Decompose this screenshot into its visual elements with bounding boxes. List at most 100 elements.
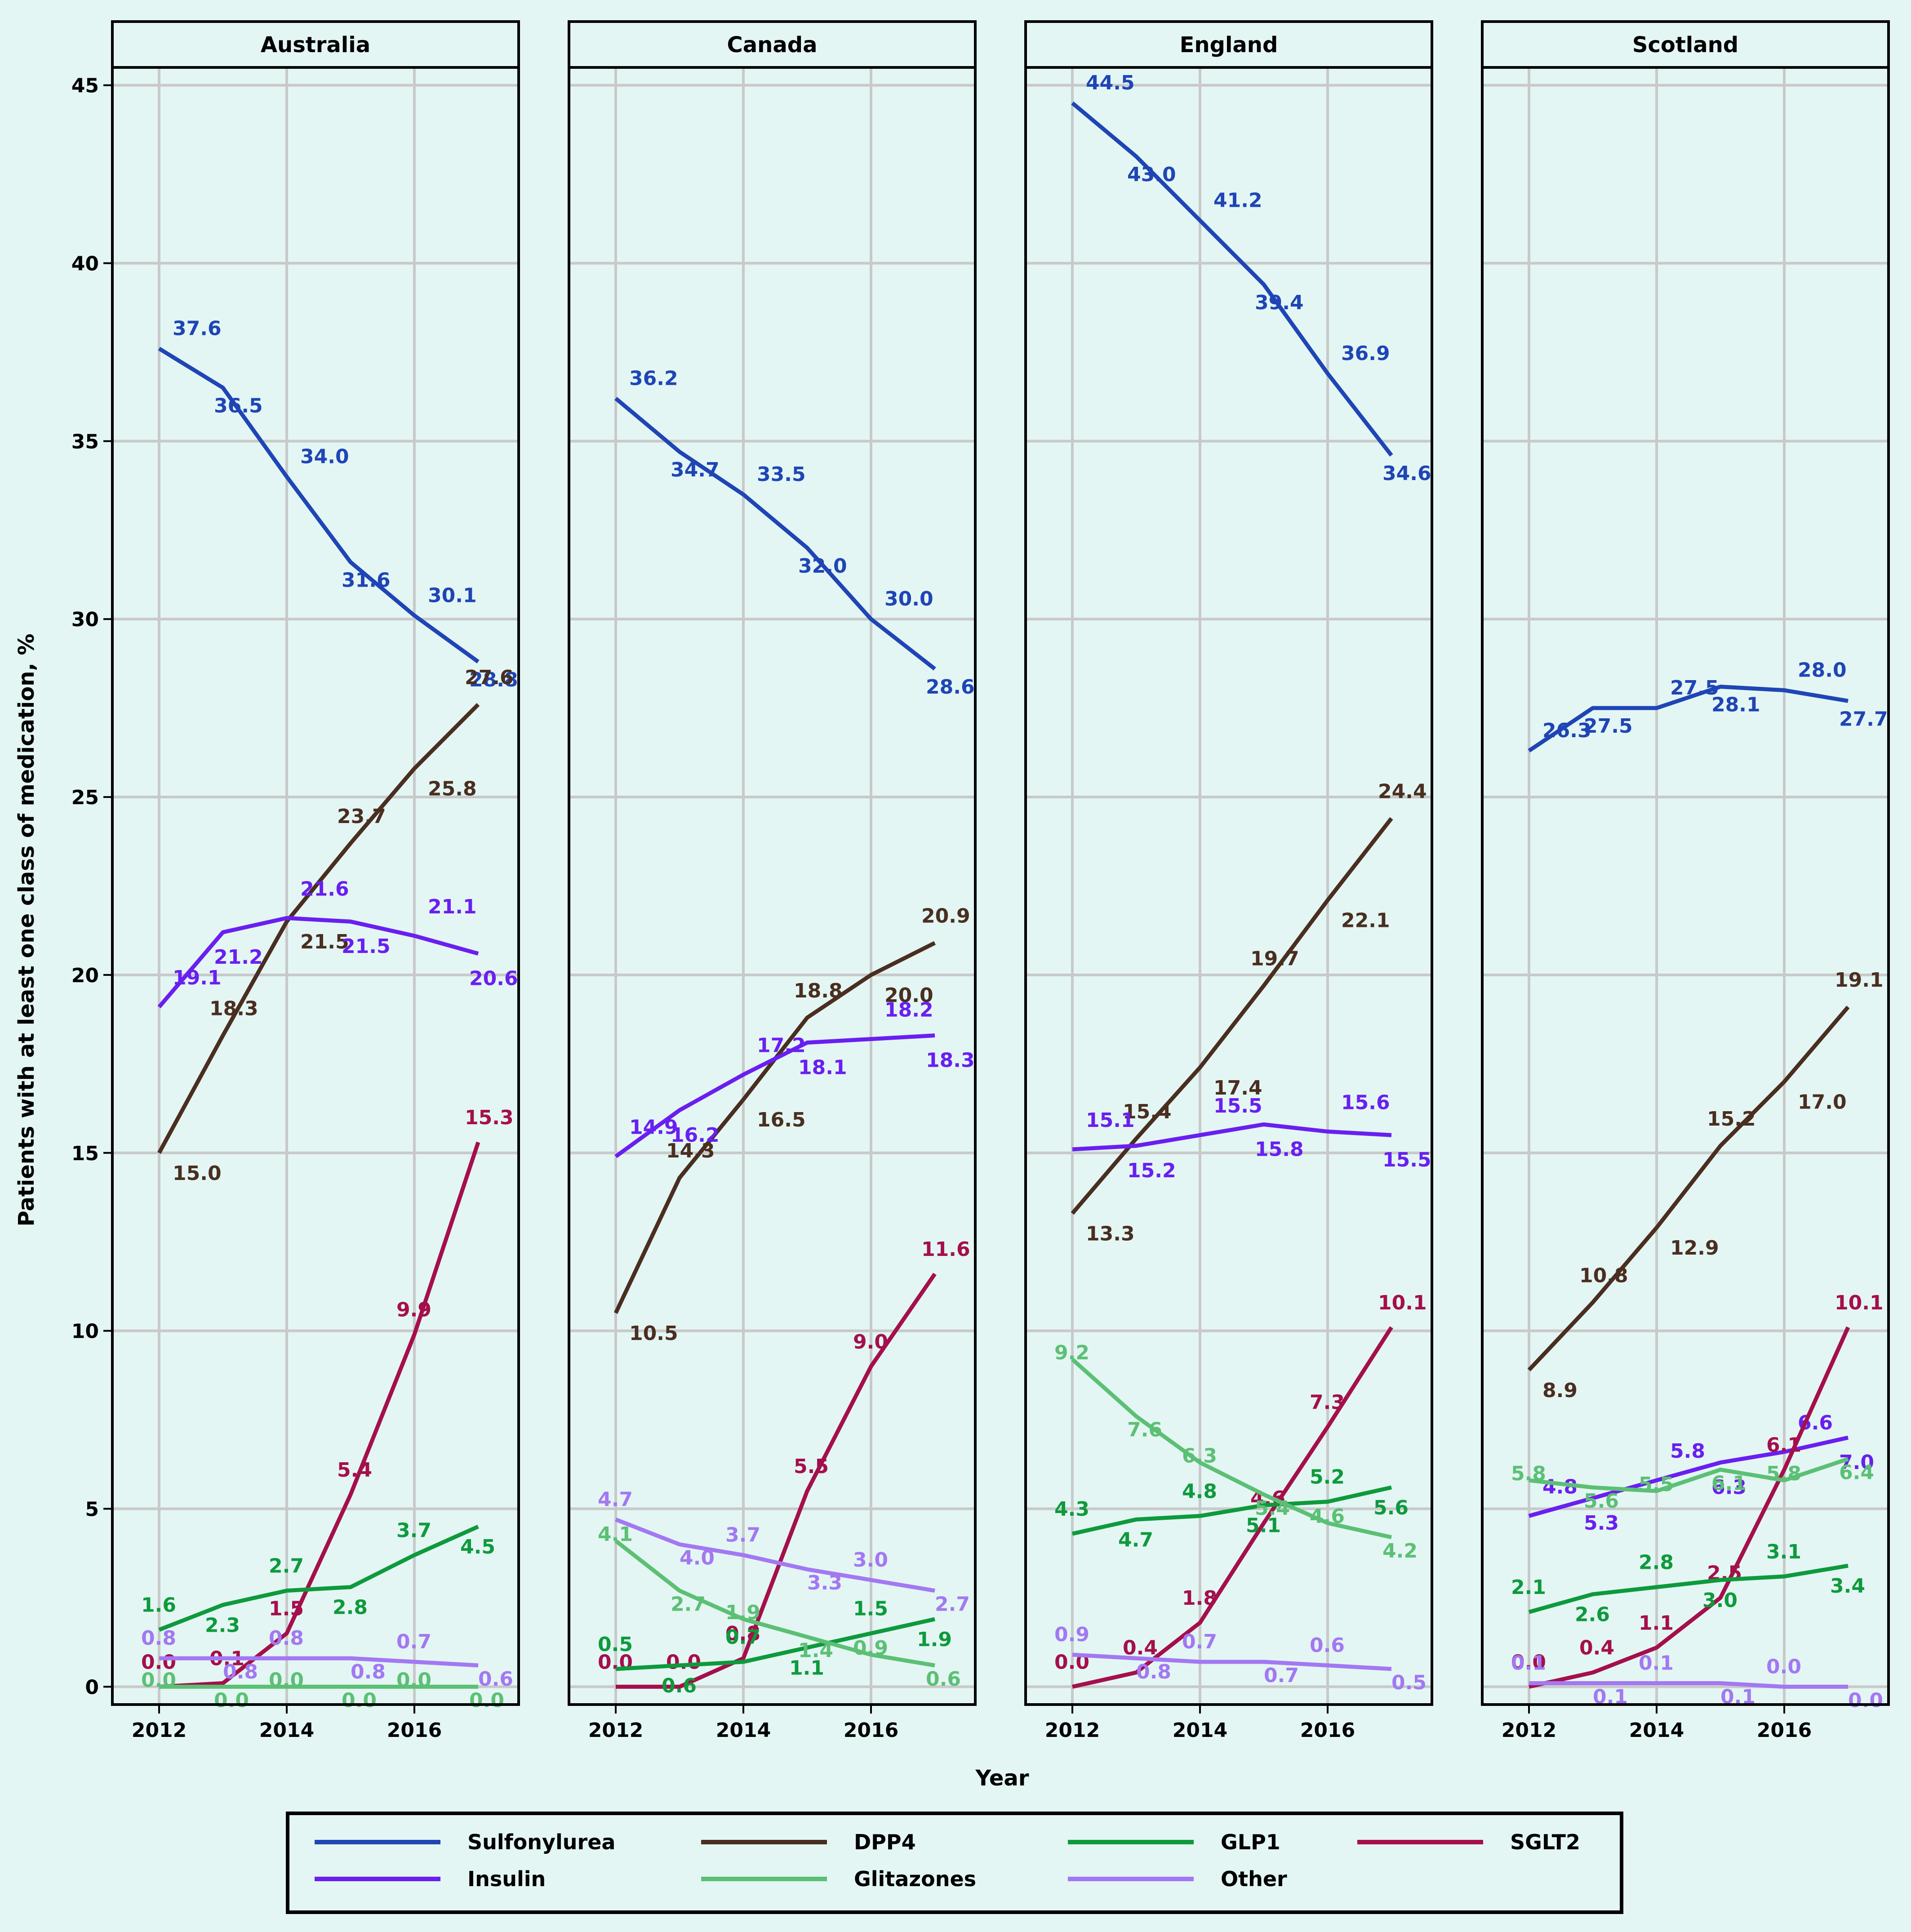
panel-scotland: Scotland26.327.527.528.128.027.78.910.81…: [1481, 20, 1890, 1742]
series-line-sulfonylurea: [158, 347, 480, 663]
data-label: 9.2: [1054, 1341, 1089, 1364]
panel-england: England44.543.041.239.436.934.613.315.41…: [1024, 20, 1433, 1742]
series-line-other: [1529, 1681, 1848, 1689]
data-label: 0.8: [1136, 1660, 1171, 1683]
data-label: 27.5: [1670, 677, 1719, 699]
data-label: 2.6: [1575, 1603, 1610, 1626]
data-label: 5.2: [1310, 1466, 1345, 1489]
data-label: 14.9: [629, 1116, 678, 1139]
data-label: 36.9: [1341, 342, 1390, 365]
panel-australia: Australia 37.6 36.5 34.0 31.6 30.1 28.8 15.0 18.…: [111, 20, 520, 1742]
data-label: 15.4: [1123, 1100, 1172, 1123]
data-label: 0.0: [1766, 1655, 1801, 1678]
x-tick-label: 2012: [132, 1719, 187, 1742]
y-tick-label: 35: [71, 430, 99, 453]
data-label: 0.0: [269, 1669, 304, 1692]
data-label: 0.8: [725, 1622, 760, 1645]
data-label: 23.7: [337, 805, 386, 828]
plot-area: [1482, 67, 1889, 1705]
series-line-other: [1072, 1652, 1392, 1671]
data-label: 14.3: [666, 1140, 715, 1162]
legend-label: Insulin: [467, 1867, 546, 1891]
data-label: 10.1: [1835, 1291, 1884, 1314]
data-label: 17.4: [1213, 1077, 1262, 1100]
data-label: 27.6: [465, 666, 514, 689]
data-label: 28.0: [1798, 659, 1847, 682]
data-label: 10.5: [629, 1322, 678, 1345]
data-label: 2.8: [333, 1596, 368, 1619]
data-label: 19.7: [1250, 948, 1299, 970]
x-tick-label: 2016: [1300, 1719, 1355, 1742]
series-line-other: [615, 1518, 935, 1593]
data-label: 18.1: [798, 1056, 847, 1079]
data-label: 8.9: [1542, 1379, 1578, 1402]
data-label: 5.1: [1246, 1514, 1281, 1537]
legend-label: DPP4: [854, 1830, 916, 1854]
data-label: 32.0: [798, 555, 847, 578]
data-label: 0.8: [351, 1660, 386, 1683]
data-label: 0.9: [853, 1637, 888, 1660]
panel-frame: [568, 66, 977, 1706]
data-label: 4.6: [1310, 1505, 1345, 1528]
data-label: 0.0: [469, 1689, 504, 1712]
panel-title: Scotland: [1632, 32, 1738, 58]
data-label: 21.5: [300, 930, 349, 953]
data-label: 5.4: [1255, 1497, 1290, 1520]
data-label: 28.8: [469, 668, 518, 691]
data-label: 36.5: [214, 395, 263, 418]
legend-box: [286, 1812, 1623, 1914]
x-tick-label: 2014: [1629, 1719, 1684, 1742]
x-tick-label: 2016: [387, 1719, 442, 1742]
data-label: 21.6: [300, 877, 349, 900]
series-line-insulin: [1072, 1122, 1392, 1152]
series-line-sulfonylurea: [614, 396, 936, 671]
series-line-glitazones: [1529, 1457, 1849, 1493]
data-label: 4.7: [1118, 1528, 1153, 1551]
data-label: 34.6: [1382, 462, 1431, 485]
data-label: 2.3: [205, 1614, 240, 1637]
data-label: 1.1: [789, 1656, 824, 1679]
data-label: 26.3: [1542, 719, 1591, 742]
data-label: 27.7: [1839, 708, 1888, 730]
data-label: 4.8: [1182, 1480, 1217, 1503]
legend-label: Other: [1221, 1867, 1287, 1891]
data-label: 19.1: [173, 966, 222, 989]
data-label: 16.2: [671, 1124, 720, 1147]
data-label: 6.3: [1711, 1476, 1747, 1499]
data-label: 4.3: [1054, 1498, 1089, 1521]
panel-strip: [568, 20, 977, 69]
y-tick-label: 20: [71, 964, 99, 987]
data-label: 0.7: [725, 1626, 760, 1649]
series-line-glp1: [615, 1617, 935, 1671]
series-line-glitazones: [1071, 1358, 1392, 1540]
series-line-glitazones: [614, 1539, 935, 1668]
series-line-sulfonylurea: [1071, 101, 1393, 457]
y-tick-label: 0: [85, 1676, 99, 1699]
data-label: 0.0: [214, 1689, 249, 1712]
data-label: 1.5: [269, 1598, 304, 1620]
data-label: 16.5: [757, 1108, 806, 1131]
data-label: 0.8: [269, 1627, 304, 1650]
legend-label: Glitazones: [854, 1867, 976, 1891]
data-label: 0.1: [1639, 1652, 1674, 1674]
data-label: 10.1: [1378, 1291, 1427, 1314]
data-label: 0.5: [598, 1633, 633, 1656]
data-label: 0.1: [1511, 1652, 1546, 1674]
data-label: 4.0: [680, 1547, 715, 1570]
data-label: 25.8: [428, 778, 477, 801]
data-label: 31.6: [342, 569, 391, 592]
panel-title: Australia: [261, 32, 370, 58]
data-label: 0.0: [141, 1669, 176, 1692]
panels: Australia 37.6 36.5 34.0 31.6 30.1 28.8 15.0 18.…: [111, 20, 1890, 1742]
data-label: 15.1: [1086, 1109, 1135, 1132]
data-label: 0.0: [342, 1689, 377, 1712]
data-label: 0.7: [1182, 1630, 1217, 1653]
data-label: 1.9: [917, 1628, 952, 1651]
data-label: 1.9: [725, 1601, 760, 1624]
series-line-sglt2: [1529, 1326, 1850, 1689]
data-label: 2.7: [671, 1593, 706, 1616]
data-label: 2.1: [1511, 1576, 1546, 1599]
data-label: 6.1: [1711, 1472, 1747, 1495]
data-label: 3.4: [1830, 1575, 1865, 1598]
